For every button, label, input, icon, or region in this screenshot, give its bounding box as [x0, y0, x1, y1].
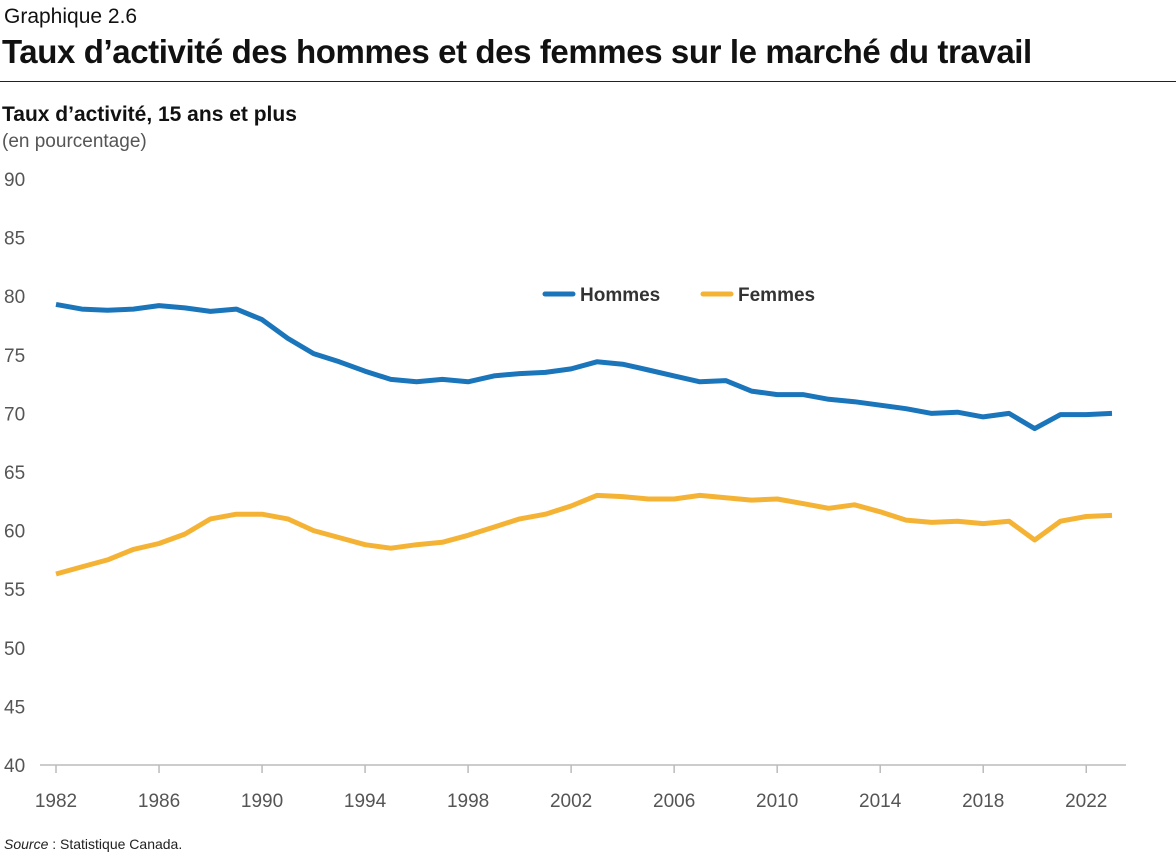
- x-tick-label: 1998: [447, 791, 489, 812]
- x-tick-label: 2014: [859, 791, 902, 812]
- source-text: Statistique Canada.: [60, 836, 183, 852]
- y-tick-label: 40: [4, 756, 25, 777]
- y-axis-ticks: 40 45 50 55 60 65 70 75 80 85 90: [4, 170, 25, 777]
- x-axis: 1982 1986 1990 1994 1998 2002 2006 2010 2014 2018…: [35, 764, 1126, 812]
- legend-label-femmes: Femmes: [738, 285, 815, 306]
- y-tick-label: 85: [4, 229, 25, 250]
- unit-label: (en pourcentage): [2, 131, 147, 152]
- y-tick-label: 70: [4, 404, 25, 425]
- chart-title: Taux d’activité des hommes et des femmes…: [2, 33, 1032, 70]
- series-line-femmes: [55, 492, 1113, 577]
- chart-subtitle: Taux d’activité, 15 ans et plus: [2, 103, 297, 126]
- y-tick-label: 65: [4, 463, 25, 484]
- x-tick-label: 1994: [344, 791, 387, 812]
- title-divider: [0, 81, 1176, 82]
- series-lines: [55, 301, 1113, 577]
- x-tick-label: 1982: [35, 791, 77, 812]
- source-label: Source: [4, 836, 49, 852]
- figure-number: Graphique 2.6: [4, 5, 138, 28]
- y-tick-label: 80: [4, 287, 25, 308]
- series-line-hommes: [55, 301, 1113, 432]
- source-separator: :: [48, 836, 61, 852]
- y-tick-label: 45: [4, 697, 25, 718]
- x-tick-label: 1990: [241, 791, 283, 812]
- x-tick-label: 1986: [138, 791, 180, 812]
- legend-label-hommes: Hommes: [580, 285, 660, 306]
- y-tick-label: 55: [4, 580, 25, 601]
- y-tick-label: 75: [4, 346, 25, 367]
- y-tick-label: 60: [4, 522, 25, 543]
- x-tick-label: 2010: [756, 791, 798, 812]
- source-note: Source : Statistique Canada.: [4, 835, 182, 853]
- x-tick-label: 2006: [653, 791, 695, 812]
- y-tick-label: 90: [4, 170, 25, 191]
- x-tick-label: 2018: [962, 791, 1004, 812]
- y-tick-label: 50: [4, 639, 25, 660]
- legend: Hommes Femmes: [542, 285, 815, 306]
- x-tick-label: 2022: [1065, 791, 1107, 812]
- x-tick-label: 2002: [550, 791, 592, 812]
